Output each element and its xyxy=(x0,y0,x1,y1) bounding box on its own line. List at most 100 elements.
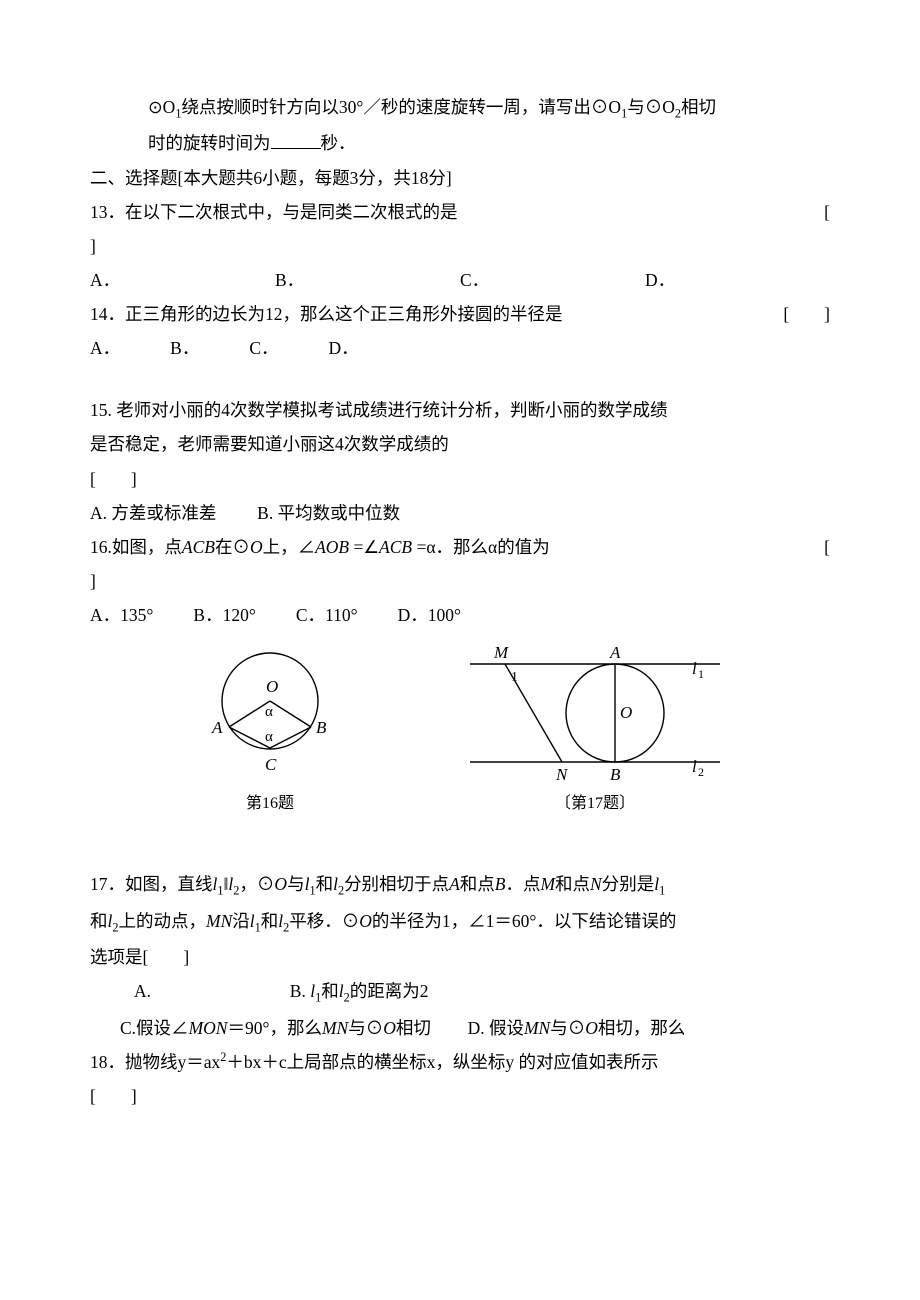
option-b[interactable]: B． xyxy=(275,263,460,297)
t: 沿 xyxy=(232,911,250,931)
option-d[interactable]: D． xyxy=(645,263,830,297)
q17-line3: 选项是[ ] xyxy=(90,940,830,974)
v: M xyxy=(540,874,555,894)
t: ，⊙ xyxy=(239,874,274,894)
t: 相切，那么 xyxy=(598,1018,686,1038)
v: MN xyxy=(524,1018,550,1038)
label-a: A xyxy=(211,718,223,737)
text: 13．在以下二次根式中，与是同类二次根式的是 xyxy=(90,202,458,222)
q15-line2: 是否稳定，老师需要知道小丽这4次数学成绩的 xyxy=(90,427,830,461)
section-2-title: 二、选择题[本大题共6小题，每题3分，共18分] xyxy=(90,161,830,195)
figure-16: O A B C α α 第16题 xyxy=(190,636,350,819)
label-l2: l xyxy=(692,757,697,776)
t: 上的动点， xyxy=(119,911,207,931)
option-c[interactable]: C． xyxy=(460,263,645,297)
option-b[interactable]: B．120° xyxy=(193,598,255,632)
option-d[interactable]: D. 假设MN与⊙O相切，那么 xyxy=(468,1018,686,1038)
q17-options-ab: A. B. l1和l2的距离为2 xyxy=(90,974,830,1010)
option-b[interactable]: B. 平均数或中位数 xyxy=(257,503,400,523)
label-l2-sub: 2 xyxy=(698,765,704,779)
t: D. 假设 xyxy=(468,1018,524,1038)
t: 平移．⊙ xyxy=(289,911,359,931)
text: 时的旋转时间为 xyxy=(148,133,271,153)
label-alpha1: α xyxy=(265,704,273,720)
text: 秒． xyxy=(321,133,356,153)
spacer xyxy=(90,365,830,393)
t: B. xyxy=(290,981,310,1001)
text: =α．那么α的值为 xyxy=(412,537,550,557)
label-angle1: 1 xyxy=(511,670,518,685)
option-b[interactable]: B． xyxy=(170,331,199,365)
v: A xyxy=(449,874,460,894)
q14-stem: 14．正三角形的边长为12，那么这个正三角形外接圆的半径是 [ ] xyxy=(90,297,830,331)
q18-bracket[interactable]: [ ] xyxy=(90,1079,830,1113)
figure-17-caption: 〔第17题〕 xyxy=(460,788,730,819)
t: 和 xyxy=(261,911,279,931)
figure-17-svg: M A N B O l l 1 2 1 xyxy=(460,636,730,786)
v: MN xyxy=(322,1018,348,1038)
label-m: M xyxy=(493,643,509,662)
option-a[interactable]: A. xyxy=(134,981,151,1001)
label-b: B xyxy=(610,765,621,784)
figure-17: M A N B O l l 1 2 1 〔第17题〕 xyxy=(460,636,730,819)
option-a[interactable]: A．135° xyxy=(90,598,153,632)
answer-bracket[interactable]: [ xyxy=(824,195,830,229)
t: 的半径为1，∠1＝60°．以下结论错误的 xyxy=(372,911,677,931)
q16-stem: 16.如图，点ACB在⊙O上，∠AOB =∠ACB =α．那么α的值为 [ xyxy=(90,530,830,564)
t: 的距离为2 xyxy=(350,981,429,1001)
fill-blank[interactable] xyxy=(271,131,321,150)
text: =∠ xyxy=(349,537,379,557)
option-b[interactable]: B. l1和l2的距离为2 xyxy=(290,981,429,1001)
v: MON xyxy=(189,1018,228,1038)
q17-options-cd: C.假设∠MON＝90°，那么MN与⊙O相切 D. 假设MN与⊙O相切，那么 xyxy=(90,1011,830,1045)
label-l1: l xyxy=(692,659,697,678)
t: 与 xyxy=(287,874,305,894)
v: O xyxy=(585,1018,598,1038)
q12-line2: 时的旋转时间为 秒． xyxy=(90,126,830,160)
option-c[interactable]: C.假设∠MON＝90°，那么MN与⊙O相切 xyxy=(120,1018,435,1038)
option-d[interactable]: D． xyxy=(329,331,359,365)
q18-stem: 18．抛物线y＝ax2＋bx＋c上局部点的横坐标x，纵坐标y 的对应值如表所示 xyxy=(90,1045,830,1079)
t: 和点 xyxy=(555,874,590,894)
q16-bracket-close: ] xyxy=(90,564,830,598)
option-d[interactable]: D．100° xyxy=(398,598,461,632)
text: 与⊙O xyxy=(627,97,675,117)
q16-options: A．135° B．120° C．110° D．100° xyxy=(90,598,830,632)
option-c[interactable]: C．110° xyxy=(296,598,358,632)
q12-line1: ⊙O1绕点按顺时针方向以30°／秒的速度旋转一周，请写出⊙O1与⊙O2相切 xyxy=(90,90,830,126)
q13-stem: 13．在以下二次根式中，与是同类二次根式的是 [ xyxy=(90,195,830,229)
option-a[interactable]: A. 方差或标准差 xyxy=(90,503,216,523)
q15-bracket[interactable]: [ ] xyxy=(90,462,830,496)
text: 上，∠ xyxy=(263,537,316,557)
option-c[interactable]: C． xyxy=(249,331,278,365)
t: ＝90°，那么 xyxy=(227,1018,322,1038)
var: ACB xyxy=(379,537,412,557)
option-a[interactable]: A． xyxy=(90,331,120,365)
q17-line1: 17．如图，直线l1‖l2，⊙O与l1和l2分别相切于点A和点B．点M和点N分别… xyxy=(90,867,830,903)
v: O xyxy=(359,911,372,931)
q13-bracket-close: ] xyxy=(90,229,830,263)
var: ACB xyxy=(182,537,215,557)
option-a[interactable]: A． xyxy=(90,263,275,297)
t: 和 xyxy=(321,981,339,1001)
text: 16.如图，点 xyxy=(90,537,182,557)
text: 相切 xyxy=(681,97,716,117)
answer-bracket[interactable]: [ ] xyxy=(783,297,830,331)
figures-row: O A B C α α 第16题 M A N xyxy=(90,636,830,819)
var: AOB xyxy=(315,537,349,557)
label-o: O xyxy=(620,703,632,722)
t: 与⊙ xyxy=(550,1018,585,1038)
label-l1-sub: 1 xyxy=(698,667,704,681)
t: 和 xyxy=(316,874,334,894)
text: 绕点按顺时针方向以30°／秒的速度旋转一周，请写出⊙O xyxy=(181,97,621,117)
v: B xyxy=(495,874,506,894)
v: MN xyxy=(206,911,232,931)
q14-options: A． B． C． D． xyxy=(90,331,830,365)
label-alpha2: α xyxy=(265,729,273,745)
t: ＋bx＋c上局部点的横坐标x，纵坐标y 的对应值如表所示 xyxy=(226,1052,658,1072)
answer-bracket[interactable]: [ xyxy=(824,530,830,564)
t: 分别是 xyxy=(602,874,655,894)
text: 14．正三角形的边长为12，那么这个正三角形外接圆的半径是 xyxy=(90,304,563,324)
t: 分别相切于点 xyxy=(344,874,449,894)
label-a: A xyxy=(609,643,621,662)
